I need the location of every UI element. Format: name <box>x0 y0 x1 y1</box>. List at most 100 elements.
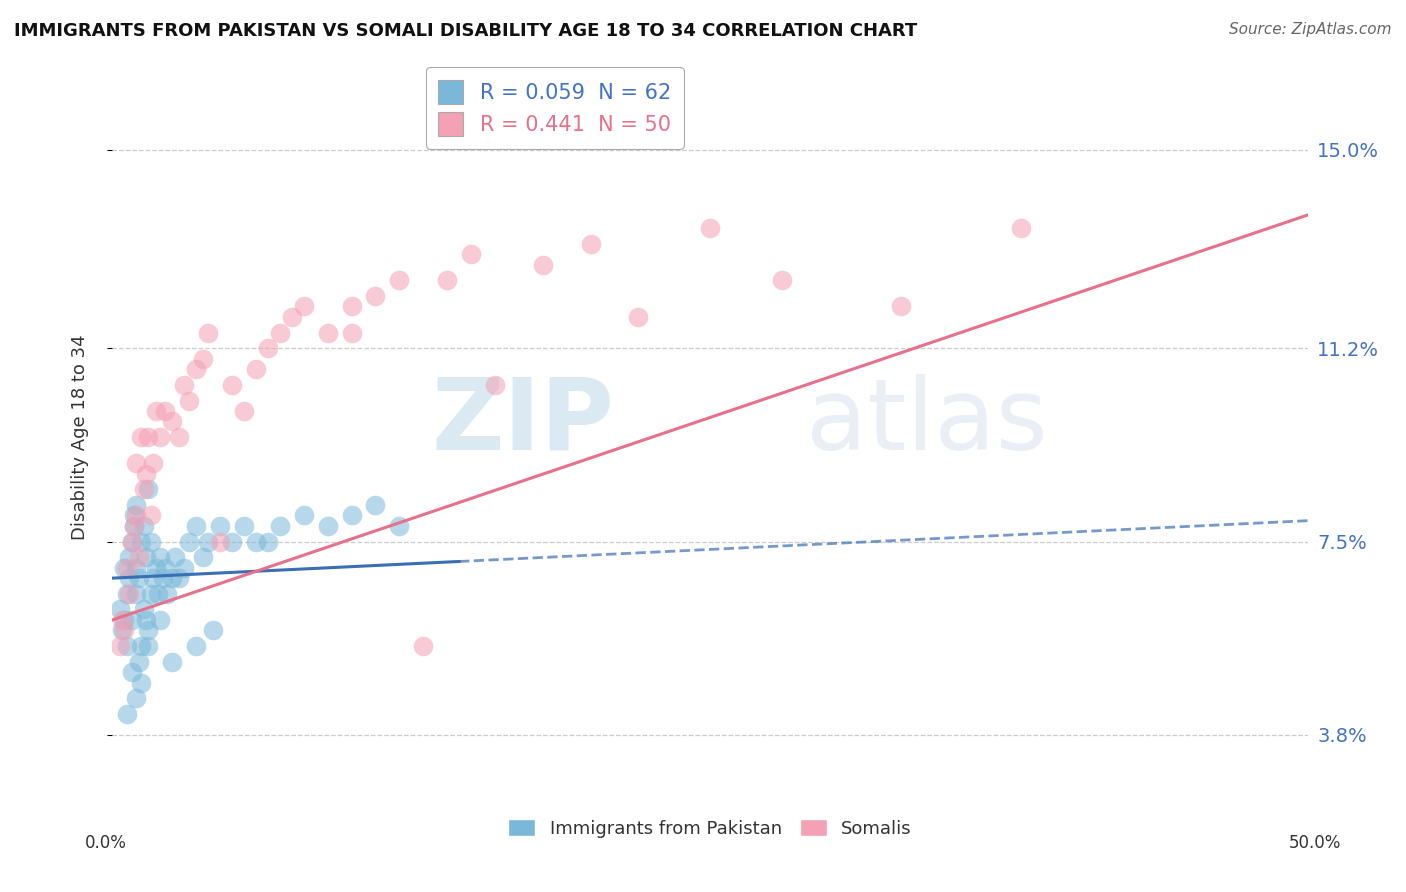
Point <box>177 534 200 549</box>
Point <box>115 639 138 653</box>
Point <box>177 393 200 408</box>
Point <box>132 483 155 497</box>
Point <box>173 377 195 392</box>
Point <box>627 310 650 324</box>
Point <box>135 550 157 565</box>
Point <box>209 519 232 533</box>
Point <box>129 639 152 653</box>
Point <box>138 624 160 638</box>
Point <box>139 534 162 549</box>
Point <box>121 534 143 549</box>
Point <box>257 341 280 355</box>
Point <box>129 534 152 549</box>
Point <box>201 624 224 638</box>
Point <box>186 639 208 653</box>
Point <box>186 519 208 533</box>
Point <box>115 587 138 601</box>
Point <box>118 571 141 585</box>
Point <box>129 430 152 444</box>
Point <box>162 414 183 428</box>
Point <box>146 587 169 601</box>
Point <box>114 560 135 574</box>
Point <box>292 508 315 523</box>
Point <box>125 498 148 512</box>
Point <box>162 571 183 585</box>
Point <box>118 550 141 565</box>
Point <box>245 534 267 549</box>
Point <box>114 613 135 627</box>
Point <box>128 655 150 669</box>
Point <box>269 519 291 533</box>
Point <box>163 550 186 565</box>
Point <box>111 613 134 627</box>
Point <box>128 571 150 585</box>
Point <box>122 508 145 523</box>
Point <box>193 351 215 366</box>
Point <box>115 706 138 721</box>
Point <box>121 613 143 627</box>
Point <box>1010 221 1032 235</box>
Point <box>125 508 148 523</box>
Point <box>484 377 506 392</box>
Point <box>233 404 256 418</box>
Point <box>145 560 167 574</box>
Point <box>149 550 172 565</box>
Point <box>108 602 131 616</box>
Point <box>125 456 148 470</box>
Point <box>122 519 145 533</box>
Text: IMMIGRANTS FROM PAKISTAN VS SOMALI DISABILITY AGE 18 TO 34 CORRELATION CHART: IMMIGRANTS FROM PAKISTAN VS SOMALI DISAB… <box>14 22 917 40</box>
Point <box>209 534 232 549</box>
Point <box>142 571 165 585</box>
Point <box>142 456 165 470</box>
Point <box>135 467 157 481</box>
Point <box>162 655 183 669</box>
Point <box>364 289 387 303</box>
Point <box>197 534 219 549</box>
Text: 50.0%: 50.0% <box>1288 834 1341 852</box>
Point <box>890 300 912 314</box>
Point <box>770 273 793 287</box>
Point <box>460 247 482 261</box>
Point <box>340 326 363 340</box>
Point <box>197 326 219 340</box>
Point <box>128 550 150 565</box>
Point <box>152 571 174 585</box>
Point <box>169 571 191 585</box>
Y-axis label: Disability Age 18 to 34: Disability Age 18 to 34 <box>70 334 89 540</box>
Text: atlas: atlas <box>806 374 1047 471</box>
Point <box>364 498 387 512</box>
Point <box>269 326 291 340</box>
Text: 0.0%: 0.0% <box>84 834 127 852</box>
Point <box>132 519 155 533</box>
Point <box>129 675 152 690</box>
Point <box>139 508 162 523</box>
Point <box>118 587 141 601</box>
Point <box>156 587 179 601</box>
Point <box>145 404 167 418</box>
Point <box>135 613 157 627</box>
Point <box>193 550 215 565</box>
Point <box>221 377 243 392</box>
Point <box>111 624 134 638</box>
Point <box>138 430 160 444</box>
Point <box>139 587 162 601</box>
Point <box>340 508 363 523</box>
Point <box>221 534 243 549</box>
Point <box>257 534 280 549</box>
Point <box>125 560 148 574</box>
Point <box>281 310 304 324</box>
Point <box>125 691 148 706</box>
Point <box>138 639 160 653</box>
Text: Source: ZipAtlas.com: Source: ZipAtlas.com <box>1229 22 1392 37</box>
Point <box>531 258 554 272</box>
Point <box>114 624 135 638</box>
Point <box>121 534 143 549</box>
Point <box>173 560 195 574</box>
Point <box>149 430 172 444</box>
Point <box>292 300 315 314</box>
Point <box>108 639 131 653</box>
Point <box>412 639 434 653</box>
Point <box>436 273 458 287</box>
Point <box>138 483 160 497</box>
Point <box>149 613 172 627</box>
